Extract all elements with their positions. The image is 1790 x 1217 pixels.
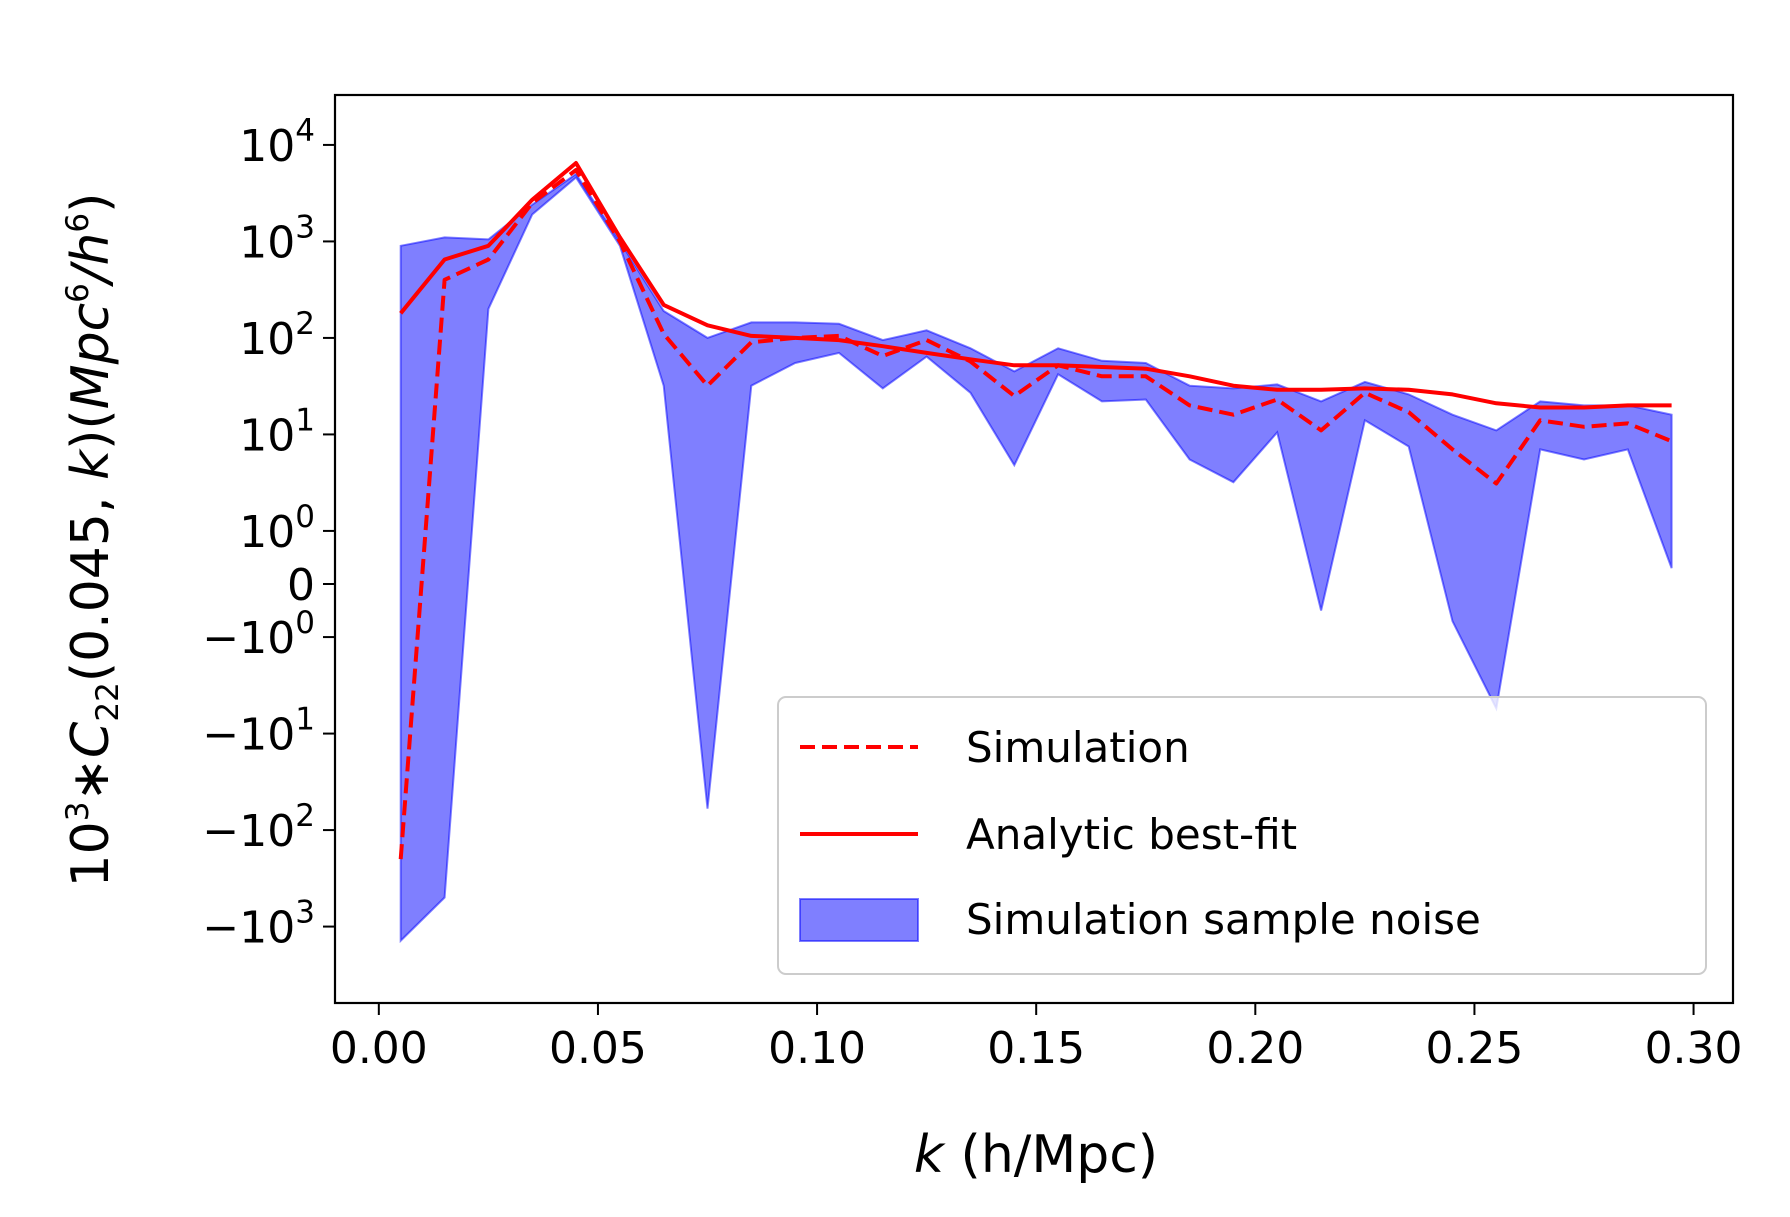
x-tick-label: 0.30 bbox=[1645, 1023, 1743, 1074]
legend-label-analytic: Analytic best-fit bbox=[966, 810, 1297, 859]
series-line-analytic bbox=[399, 161, 1672, 410]
noise-band-layer bbox=[399, 172, 1673, 944]
series-line-simulation bbox=[398, 168, 1673, 860]
x-axis-title: k (h/Mpc) bbox=[914, 1125, 1158, 1185]
series-line-layer bbox=[398, 161, 1673, 860]
x-tick-label: 0.20 bbox=[1206, 1023, 1304, 1074]
x-tick-label: 0.25 bbox=[1425, 1023, 1523, 1074]
plot-frame bbox=[333, 93, 1735, 1005]
x-tick-label: 0.15 bbox=[987, 1023, 1085, 1074]
y-tick-label: −101 bbox=[202, 702, 315, 761]
y-tick-label: 102 bbox=[239, 306, 315, 365]
legend-label-noise: Simulation sample noise bbox=[966, 895, 1481, 944]
legend-label-simulation: Simulation bbox=[966, 723, 1190, 772]
x-axis-ticks: 0.00 0.05 0.10 0.15 0.20 0.25 0.30 bbox=[330, 1003, 1743, 1074]
y-tick-label: 104 bbox=[239, 113, 315, 172]
noise-band bbox=[399, 172, 1673, 944]
y-tick-label: 100 bbox=[239, 499, 315, 558]
y-tick-label: 101 bbox=[239, 402, 315, 461]
legend: Simulation Analytic best-fit Simulation … bbox=[777, 696, 1707, 975]
legend-swatch-noise bbox=[799, 898, 919, 942]
y-tick-label: −102 bbox=[202, 798, 315, 857]
x-tick-label: 0.05 bbox=[549, 1023, 647, 1074]
y-tick-label: 103 bbox=[239, 209, 315, 268]
y-axis-title: 103∗C22(0.045, k)(Mpc6/h6) bbox=[60, 193, 126, 888]
x-tick-label: 0.00 bbox=[330, 1023, 428, 1074]
y-tick-label: −100 bbox=[202, 605, 315, 664]
y-tick-label: 0 bbox=[287, 560, 315, 611]
legend-frame bbox=[777, 696, 1707, 975]
y-tick-label: −103 bbox=[202, 895, 315, 954]
x-tick-label: 0.10 bbox=[768, 1023, 866, 1074]
